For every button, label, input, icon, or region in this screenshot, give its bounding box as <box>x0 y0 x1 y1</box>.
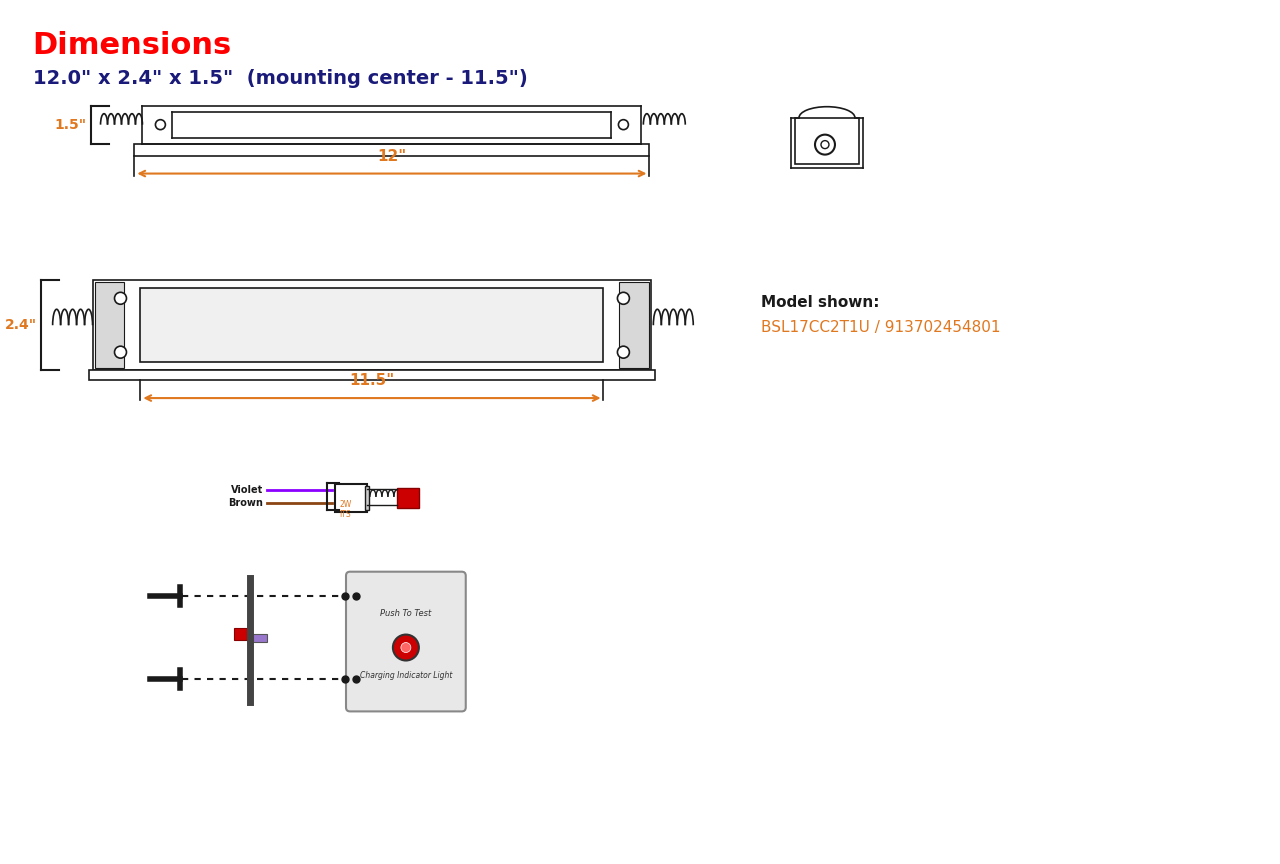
Bar <box>141 289 603 362</box>
Circle shape <box>114 346 127 359</box>
Text: 1.5": 1.5" <box>55 118 87 131</box>
Text: Charging Indicator Light: Charging Indicator Light <box>360 671 452 680</box>
Circle shape <box>617 346 630 359</box>
Text: Push To Test: Push To Test <box>380 609 431 618</box>
Circle shape <box>401 643 411 652</box>
Text: Dimensions: Dimensions <box>33 31 232 60</box>
Bar <box>134 143 649 156</box>
Text: 2.4": 2.4" <box>5 318 37 333</box>
Text: 12.0" x 2.4" x 1.5"  (mounting center - 11.5"): 12.0" x 2.4" x 1.5" (mounting center - 1… <box>33 69 527 88</box>
Text: Violet: Violet <box>230 485 264 495</box>
Bar <box>253 633 268 642</box>
Text: Model shown:: Model shown: <box>762 295 879 310</box>
Text: Brown: Brown <box>228 498 264 508</box>
Text: 11.5": 11.5" <box>349 373 394 388</box>
Circle shape <box>618 120 628 130</box>
FancyBboxPatch shape <box>346 572 466 711</box>
Bar <box>397 488 419 508</box>
Bar <box>620 283 649 368</box>
Circle shape <box>617 292 630 304</box>
Circle shape <box>820 141 829 149</box>
Text: BSL17CC2T1U / 913702454801: BSL17CC2T1U / 913702454801 <box>762 321 1001 335</box>
Circle shape <box>155 120 165 130</box>
Bar <box>234 627 247 639</box>
Bar <box>92 280 652 370</box>
Bar <box>795 118 859 163</box>
Circle shape <box>114 292 127 304</box>
Bar <box>95 283 124 368</box>
Bar <box>335 484 367 511</box>
Circle shape <box>393 634 419 660</box>
Text: 12": 12" <box>378 149 407 163</box>
Bar <box>88 370 655 380</box>
Text: 2W
ITS: 2W ITS <box>339 500 351 519</box>
Bar <box>365 486 369 510</box>
Circle shape <box>815 135 835 155</box>
